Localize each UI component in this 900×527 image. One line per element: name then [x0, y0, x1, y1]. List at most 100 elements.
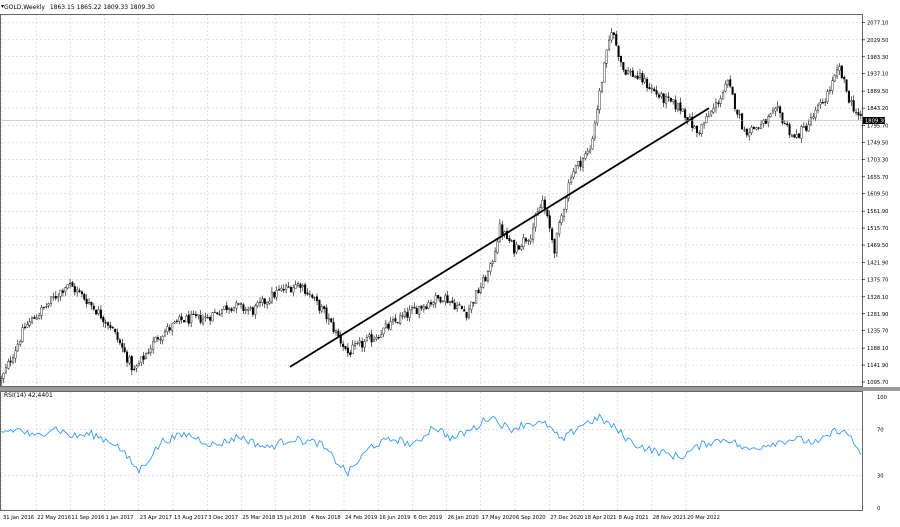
date-tick-label: 22 May 2016: [37, 515, 71, 521]
candle-body: [308, 293, 311, 295]
candle-body: [529, 238, 532, 242]
candle-body: [745, 128, 748, 136]
candle-body: [629, 71, 632, 73]
candle-body: [301, 285, 304, 288]
candle-body: [705, 116, 708, 124]
candle-body: [23, 326, 26, 329]
price-pane-frame: [0, 14, 863, 387]
candle-body: [396, 322, 399, 324]
candle-body: [617, 45, 620, 58]
candle-body: [619, 55, 623, 63]
price-tick-label: 1749.50: [867, 140, 888, 146]
candle-body: [270, 291, 273, 303]
candle-body: [192, 313, 195, 315]
candle-body: [420, 305, 423, 309]
candle-body: [591, 138, 594, 150]
candle-body: [244, 309, 247, 311]
price-tick-label: 1983.30: [867, 55, 888, 61]
candle-body: [840, 65, 843, 78]
candle-body: [460, 305, 463, 310]
price-tick-label: 1095.70: [867, 380, 888, 386]
candle-body: [225, 305, 228, 310]
candle-body: [95, 309, 98, 315]
candle-body: [736, 109, 739, 115]
candle-body: [327, 318, 330, 321]
candle-body: [83, 293, 86, 300]
candle-body: [339, 336, 342, 344]
symbol-name: GOLD,Weekly: [4, 4, 45, 11]
candle-body: [826, 91, 829, 102]
candle-body: [33, 316, 36, 319]
candle-body: [45, 306, 48, 308]
candle-body: [199, 315, 202, 323]
candle-body: [541, 199, 544, 209]
candle-body: [187, 314, 190, 324]
candle-body: [401, 315, 404, 317]
candle-body: [558, 222, 561, 235]
candle-body: [99, 309, 102, 319]
candle-body: [318, 299, 321, 311]
date-tick-label: 16 Jun 2019: [379, 515, 410, 521]
price-tick-label: 1281.90: [867, 312, 888, 318]
candle-body: [427, 302, 430, 309]
candle-body: [850, 100, 853, 102]
candle-body: [266, 301, 269, 305]
candle-body: [634, 75, 637, 78]
pane-separator: [0, 387, 900, 391]
candle-body: [824, 101, 827, 104]
candle-body: [152, 341, 155, 350]
candle-body: [776, 106, 779, 108]
candle-body: [154, 337, 157, 343]
symbol-info: GOLD,Weekly 1863.15 1865.22 1809.33 1809…: [4, 4, 155, 11]
candle-body: [80, 291, 83, 295]
candle-body: [365, 336, 368, 342]
candle-body: [548, 215, 551, 229]
rsi-pane-frame: [0, 391, 863, 511]
candle-body: [216, 312, 219, 315]
candle-body: [660, 93, 663, 97]
candle-body: [242, 304, 245, 311]
candle-body: [750, 126, 753, 134]
candle-body: [429, 302, 433, 305]
candle-body: [731, 86, 734, 95]
candle-body: [712, 107, 715, 113]
candle-body: [482, 277, 485, 288]
candle-body: [299, 283, 302, 288]
candle-body: [643, 78, 646, 83]
candle-body: [102, 317, 105, 323]
candle-body: [852, 100, 855, 112]
date-tick-label: 27 Dec 2020: [550, 515, 583, 521]
candle-body: [781, 112, 784, 124]
price-tick-label: 1515.70: [867, 226, 888, 232]
candle-body: [164, 331, 167, 337]
candle-body: [475, 290, 478, 304]
candle-body: [729, 79, 732, 87]
candle-body: [859, 114, 862, 116]
candle-body: [828, 89, 831, 92]
candle-body: [505, 230, 509, 240]
candle-body: [133, 368, 136, 370]
candle-body: [520, 245, 523, 250]
candle-body: [368, 334, 371, 338]
price-tick-label: 1655.70: [867, 175, 888, 181]
candle-body: [743, 129, 746, 131]
candle-body: [12, 357, 15, 363]
date-tick-label: 8 Aug 2021: [619, 515, 649, 521]
candle-body: [178, 316, 181, 322]
candle-body: [107, 322, 110, 326]
candle-body: [691, 116, 694, 128]
candle-body: [484, 277, 487, 282]
candle-body: [7, 361, 10, 369]
candle-body: [579, 160, 582, 167]
candle-body: [857, 112, 860, 116]
candle-body: [61, 290, 64, 293]
candle-body: [608, 39, 611, 50]
candle-body: [472, 302, 475, 304]
candle-body: [418, 306, 421, 315]
candle-body: [534, 215, 537, 228]
price-tick-label: 1703.30: [867, 157, 888, 163]
candle-body: [413, 306, 416, 309]
candles: [0, 27, 862, 386]
candle-body: [631, 70, 634, 77]
